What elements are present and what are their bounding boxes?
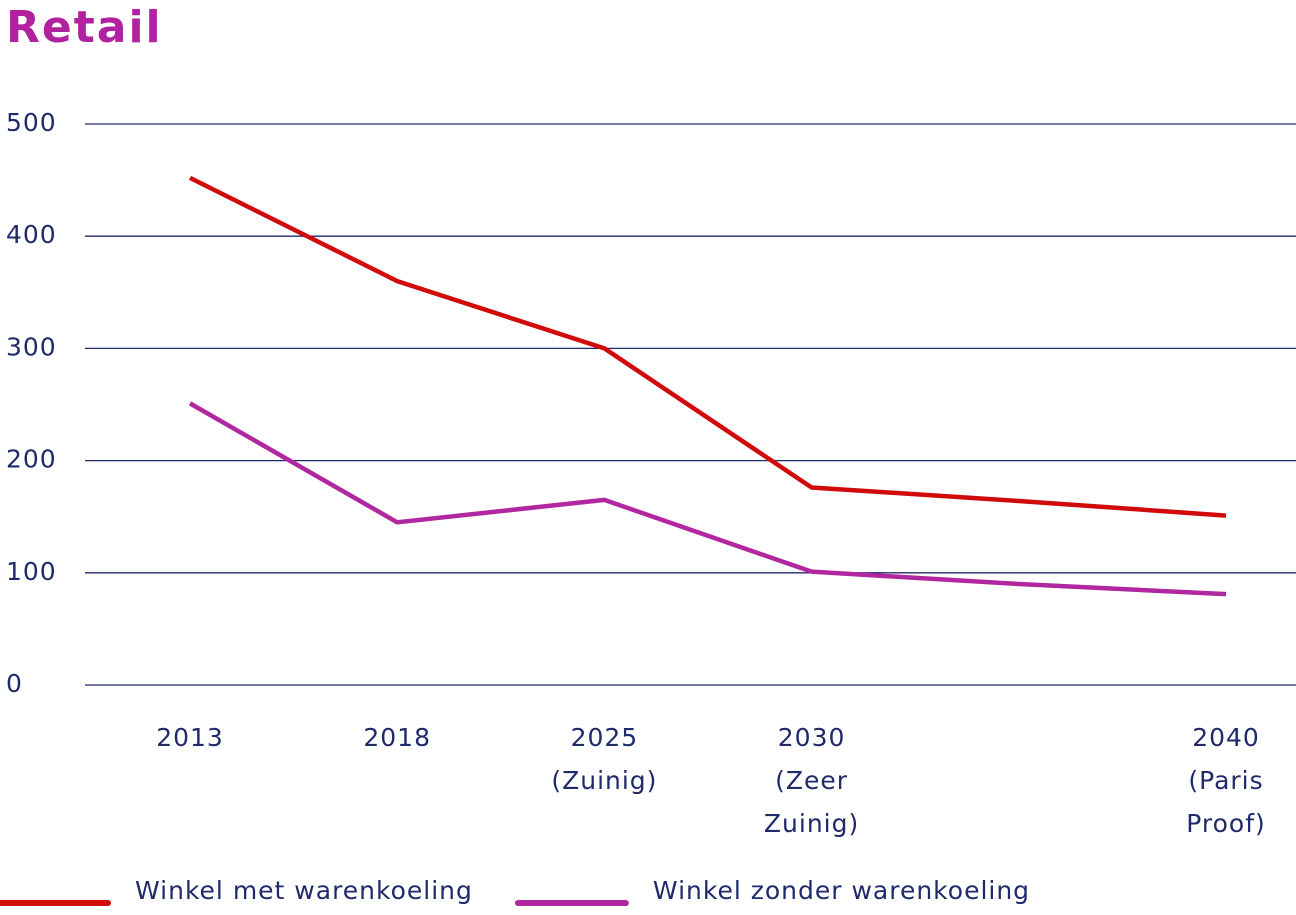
x-tick-label: 2030 (Zeer Zuinig) [763, 723, 860, 838]
y-tick-label: 500 [6, 108, 57, 137]
x-tick-label: 2013 [156, 723, 224, 752]
chart-title: Retail [6, 2, 163, 53]
legend-label: Winkel zonder warenkoeling [653, 876, 1030, 905]
y-tick-label: 0 [6, 669, 23, 698]
x-tick-label: 2040 (Paris Proof) [1186, 723, 1266, 838]
line-series [188, 401, 1227, 597]
y-tick-label: 400 [6, 220, 57, 249]
legend-label: Winkel met warenkoeling [135, 876, 473, 905]
x-tick-label: 2025 (Zuinig) [551, 723, 658, 795]
y-tick-label: 300 [6, 332, 57, 361]
line-series [188, 175, 1227, 518]
y-tick-label: 200 [6, 445, 57, 474]
x-tick-label: 2018 [363, 723, 431, 752]
y-tick-label: 100 [6, 557, 57, 586]
